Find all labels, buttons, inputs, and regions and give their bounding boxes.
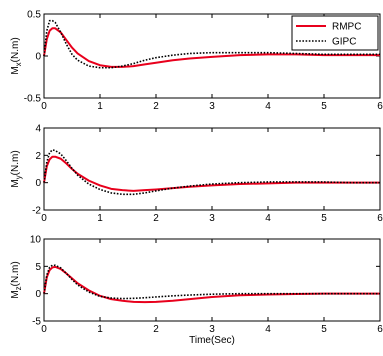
y-tick-label: 0.5 [27, 10, 41, 21]
x-tick-label: 5 [321, 324, 327, 335]
x-tick-label: 2 [153, 324, 159, 335]
axes-box [43, 238, 381, 322]
x-tick-label: 4 [265, 324, 271, 335]
legend-box [291, 15, 379, 51]
legend: RMPC GIPC [291, 15, 379, 51]
y-tick-label: 0 [35, 52, 41, 63]
y-tick-label: 2 [35, 151, 41, 162]
x-tick-label: 1 [97, 101, 103, 112]
y-tick-label: 5 [35, 262, 41, 273]
y-tick-label: -0.5 [24, 94, 42, 105]
x-tick-label: 6 [377, 324, 383, 335]
series-line-gipc [43, 19, 380, 69]
x-tick-label: 5 [321, 213, 327, 224]
y-axis-label: My(N.m) [10, 150, 23, 187]
series-line-gipc [43, 264, 380, 300]
y-tick-label: 4 [35, 124, 41, 135]
x-tick-label: 1 [97, 213, 103, 224]
series-line-rmpc [43, 27, 380, 68]
x-tick-label: 5 [321, 101, 327, 112]
y-tick-label: 10 [30, 235, 42, 246]
x-tick-label: 6 [377, 101, 383, 112]
legend-label-gipc: GIPC [332, 37, 356, 48]
series-line-gipc [43, 149, 380, 196]
y-tick-label: 0 [35, 178, 41, 189]
x-tick-label: 4 [265, 101, 271, 112]
x-tick-label: 3 [209, 101, 215, 112]
x-tick-label: 6 [377, 213, 383, 224]
x-tick-label: 2 [153, 213, 159, 224]
x-tick-label: 0 [41, 101, 47, 112]
series-line-rmpc [43, 265, 380, 304]
x-axis-label: Time(Sec) [189, 335, 235, 346]
x-tick-label: 1 [97, 324, 103, 335]
y-axis-label: Mz(N.m) [10, 261, 23, 298]
x-tick-label: 3 [209, 324, 215, 335]
y-axis-label: Mx(N.m) [10, 37, 23, 74]
x-tick-label: 3 [209, 213, 215, 224]
x-tick-label: 0 [41, 324, 47, 335]
y-tick-label: -5 [32, 317, 41, 328]
series-line-rmpc [43, 155, 380, 192]
x-tick-label: 0 [41, 213, 47, 224]
legend-label-rmpc: RMPC [332, 22, 361, 33]
y-tick-label: -2 [32, 206, 41, 217]
axes-box [43, 127, 381, 211]
x-tick-label: 2 [153, 101, 159, 112]
x-tick-label: 4 [265, 213, 271, 224]
y-tick-label: 0 [35, 289, 41, 300]
